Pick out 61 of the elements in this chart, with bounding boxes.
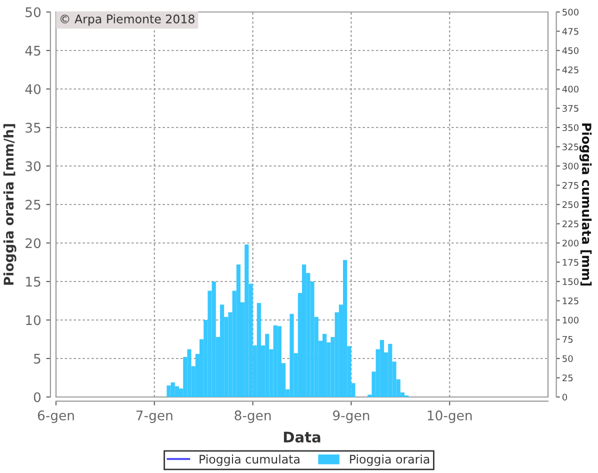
y2-tick-label: 225 [562,220,578,228]
y2-tick-label: 25 [562,374,573,382]
y2-tick-label: 275 [562,182,578,189]
y-tick-label: 25 [26,200,40,210]
bar [166,385,171,397]
y2-axis-title: Pioggia cumulata [mm] [579,124,592,286]
y-tick-label: 30 [26,161,41,172]
y2-tick-label: 100 [562,316,579,324]
bar [273,325,278,397]
y2-tick-label: 75 [562,336,573,343]
y-tick-label: 15 [26,276,40,287]
bar [322,334,327,397]
legend-label: Pioggia oraria [350,454,430,466]
bar [244,244,249,397]
bar [302,264,306,397]
y2-tick-label: 50 [562,355,573,362]
x-tick-label: 8-gen [234,410,271,423]
y2-tick-label: 375 [562,104,578,112]
bar [212,282,216,397]
bar [343,260,348,397]
y2-tick-label: 425 [562,66,578,74]
y2-tick-label: 175 [562,259,578,266]
y2-tick-label: 125 [562,297,578,304]
y-tick-label: 45 [25,46,40,56]
y-tick-label: 50 [26,7,41,18]
bar [174,386,179,397]
y-tick-label: 20 [26,238,41,248]
bar [388,344,392,397]
bar [380,340,384,397]
x-tick-label: 10-gen [428,410,472,423]
x-axis-title: Data [284,432,320,443]
y2-tick-label: 0 [562,394,568,401]
bar [220,304,224,397]
x-tick-label: 6-gen [38,410,74,423]
bar [277,326,282,397]
bar [290,314,294,397]
y2-tick-label: 450 [562,47,579,54]
legend-label: Pioggia cumulata [200,454,300,466]
x-tick-label: 9-gen [333,410,370,423]
y2-tick-label: 325 [562,143,578,150]
y-tick-label: 0 [34,392,41,402]
y2-tick-label: 350 [562,124,579,132]
y2-tick-label: 250 [562,201,579,208]
y-tick-label: 35 [26,122,40,133]
bar [265,334,270,397]
y-tick-label: 40 [25,84,41,94]
bar [170,382,175,397]
y-axis-title: Pioggia oraria [mm/h] [3,124,16,285]
y2-tick-label: 400 [562,86,579,93]
bar [256,303,261,397]
y2-tick-label: 200 [562,240,579,247]
bar [187,349,192,397]
annotation: © Arpa Piemonte 2018 [60,14,194,26]
bar [236,264,240,397]
y2-tick-label: 475 [562,28,578,35]
y-tick-label: 5 [34,354,40,364]
y2-tick-label: 300 [562,162,579,170]
x-tick-label: 7-gen [136,410,172,423]
y-tick-label: 10 [26,315,41,326]
y2-tick-label: 150 [562,278,579,286]
y2-tick-label: 500 [562,8,579,16]
